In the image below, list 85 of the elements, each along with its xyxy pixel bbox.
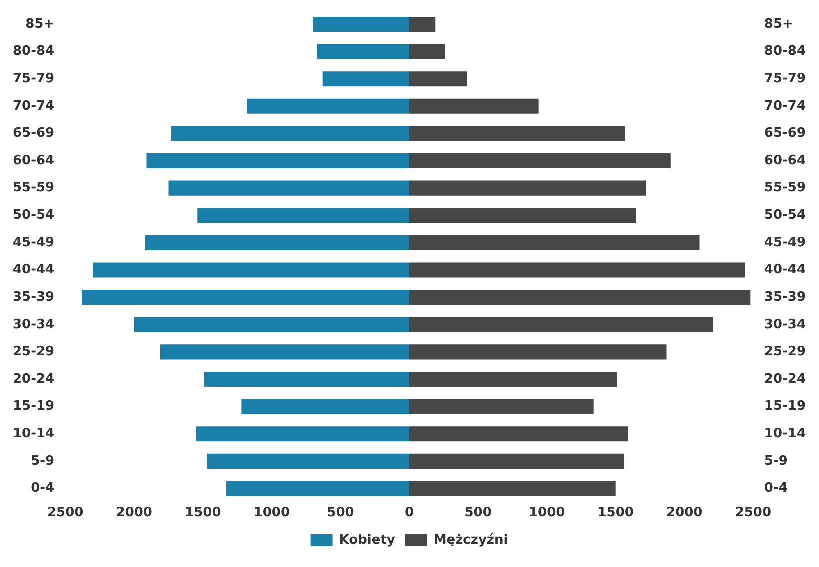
- bar: [410, 126, 626, 142]
- y-tick-label: 65-69: [13, 126, 55, 142]
- x-tick-label: 500: [327, 506, 354, 521]
- category-label: 65-69: [764, 126, 806, 142]
- category-label: 30-34: [764, 317, 806, 332]
- bar: [145, 235, 410, 250]
- category-label: 55-59: [764, 180, 806, 196]
- y-tick-label: 5-9: [31, 454, 55, 469]
- x-tick-label: 1000: [528, 506, 566, 521]
- category-label: 35-39: [764, 290, 806, 305]
- y-tick-label: 40-44: [13, 262, 55, 278]
- category-label: 20-24: [764, 372, 806, 387]
- y-tick-label: 25-29: [13, 344, 55, 360]
- category-label: 10-14: [764, 426, 806, 442]
- bar: [204, 372, 410, 388]
- category-label: 15-19: [764, 399, 806, 414]
- bar: [168, 180, 410, 196]
- bar: [410, 16, 436, 32]
- y-tick-label: 20-24: [13, 372, 55, 387]
- legend-label: Mężczyźni: [434, 532, 508, 548]
- x-tick-label: 1000: [254, 506, 290, 521]
- y-tick-label: 85+: [26, 16, 55, 32]
- bar: [160, 344, 410, 360]
- bar: [410, 154, 671, 169]
- category-label: 60-64: [764, 153, 806, 168]
- x-tick-label: 2000: [666, 506, 703, 521]
- category-label: 80-84: [764, 44, 806, 60]
- bar: [172, 126, 410, 142]
- legend-label: Kobiety: [339, 532, 396, 548]
- y-tick-label: 45-49: [13, 235, 55, 250]
- y-tick-label: 10-14: [13, 426, 55, 442]
- bar: [410, 44, 446, 60]
- y-tick-label: 80-84: [13, 44, 55, 60]
- bar: [247, 98, 410, 114]
- x-tick-label: 2500: [47, 506, 84, 521]
- y-tick-label: 60-64: [13, 153, 55, 168]
- y-tick-label: 30-34: [13, 317, 55, 332]
- bar: [410, 72, 468, 87]
- bar: [410, 290, 751, 306]
- bar: [410, 98, 539, 114]
- bar: [410, 262, 746, 278]
- x-tick-label: 2000: [116, 506, 152, 521]
- bar: [313, 16, 410, 32]
- bar: [146, 154, 410, 169]
- y-tick-label: 75-79: [13, 71, 55, 86]
- x-tick-label: 2500: [735, 506, 772, 521]
- x-tick-label: 500: [464, 506, 492, 521]
- y-tick-label: 15-19: [13, 399, 55, 414]
- category-label: 45-49: [764, 235, 806, 250]
- category-label: 75-79: [764, 71, 806, 86]
- category-label: 25-29: [764, 344, 806, 360]
- category-label: 50-54: [764, 208, 806, 224]
- bar: [317, 44, 410, 60]
- category-label: 70-74: [764, 98, 806, 114]
- bar: [410, 426, 628, 442]
- bar: [93, 262, 410, 278]
- bar: [82, 290, 410, 306]
- bar: [410, 344, 667, 360]
- y-tick-label: 35-39: [13, 290, 55, 305]
- y-tick-label: 50-54: [13, 208, 55, 224]
- bar: [410, 399, 594, 414]
- y-tick-label: 0-4: [31, 481, 55, 496]
- x-tick-label: 1500: [598, 506, 634, 521]
- y-tick-label: 55-59: [13, 180, 55, 196]
- bar: [207, 454, 410, 469]
- x-tick-label: 1500: [185, 506, 222, 521]
- y-tick-label: 70-74: [13, 98, 55, 114]
- bar: [322, 72, 410, 87]
- bar: [410, 180, 646, 196]
- bar: [410, 454, 624, 469]
- category-label: 0-4: [764, 481, 788, 496]
- x-tick-label: 0: [404, 506, 414, 521]
- bar: [196, 426, 410, 442]
- category-label: 40-44: [764, 262, 806, 278]
- bar: [198, 208, 410, 224]
- category-label: 85+: [764, 16, 794, 32]
- bar: [410, 235, 700, 250]
- bar: [242, 399, 410, 414]
- bar: [410, 208, 636, 224]
- bar: [410, 481, 616, 496]
- bar: [226, 481, 410, 496]
- bar: [410, 317, 714, 332]
- category-label: 5-9: [764, 454, 788, 469]
- bar: [134, 317, 410, 332]
- bar: [410, 372, 618, 388]
